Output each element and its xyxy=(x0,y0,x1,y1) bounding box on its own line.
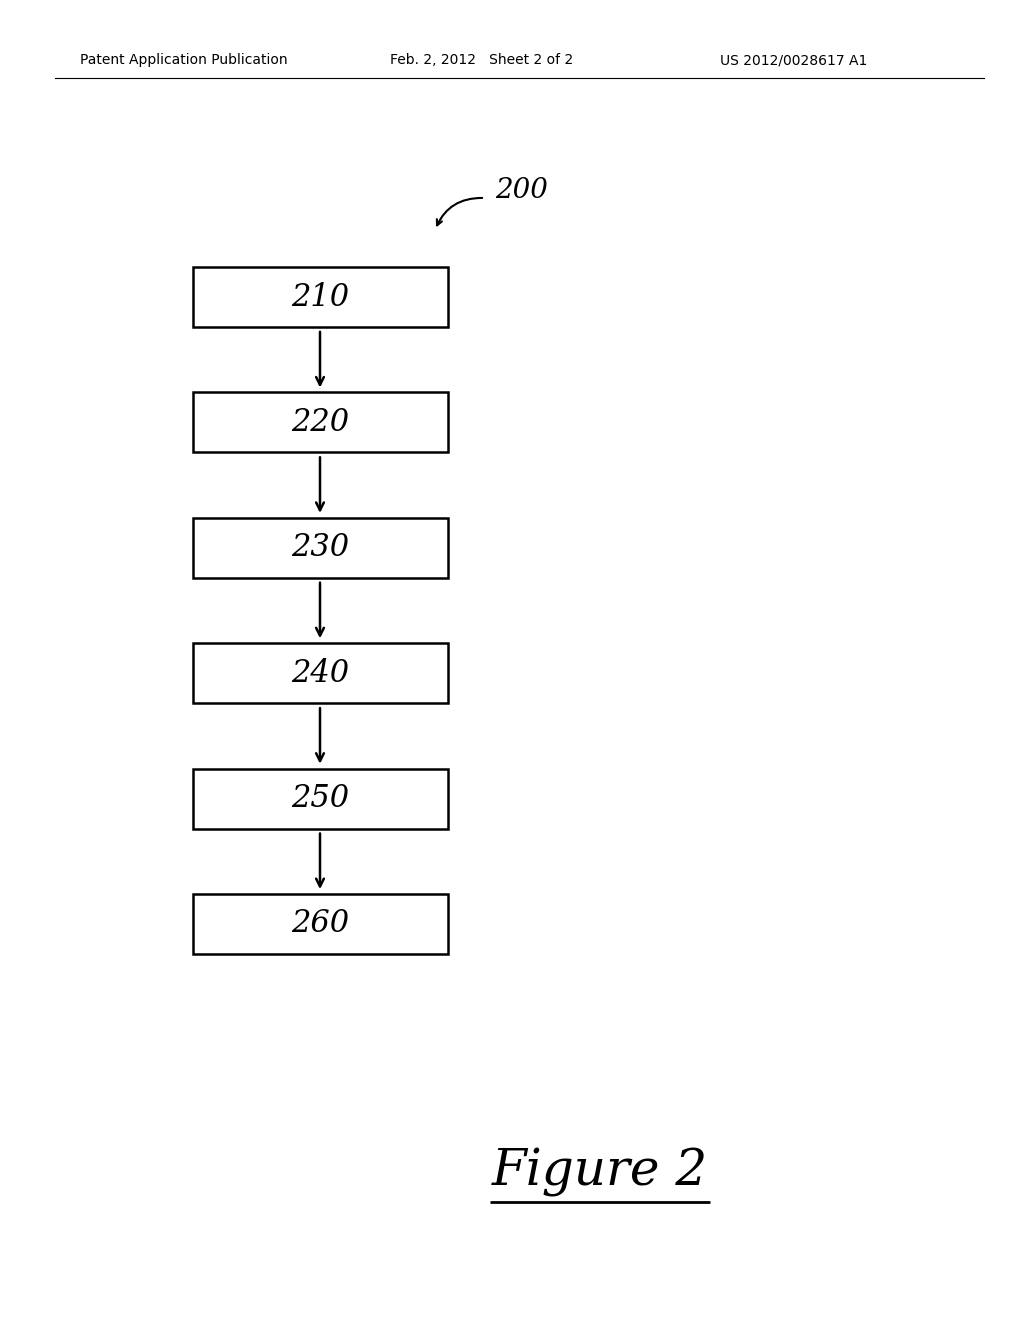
Text: 200: 200 xyxy=(495,177,548,203)
Text: 260: 260 xyxy=(291,908,349,940)
Text: 220: 220 xyxy=(291,407,349,438)
Text: 250: 250 xyxy=(291,783,349,814)
Bar xyxy=(193,643,447,704)
Text: 230: 230 xyxy=(291,532,349,564)
Bar xyxy=(193,267,447,327)
Text: 240: 240 xyxy=(291,657,349,689)
Bar xyxy=(193,517,447,578)
Bar xyxy=(193,894,447,954)
Text: Feb. 2, 2012   Sheet 2 of 2: Feb. 2, 2012 Sheet 2 of 2 xyxy=(390,53,573,67)
Text: US 2012/0028617 A1: US 2012/0028617 A1 xyxy=(720,53,867,67)
Bar xyxy=(193,768,447,829)
Text: Patent Application Publication: Patent Application Publication xyxy=(80,53,288,67)
Text: 210: 210 xyxy=(291,281,349,313)
Text: Figure 2: Figure 2 xyxy=(492,1147,709,1197)
Bar xyxy=(193,392,447,453)
